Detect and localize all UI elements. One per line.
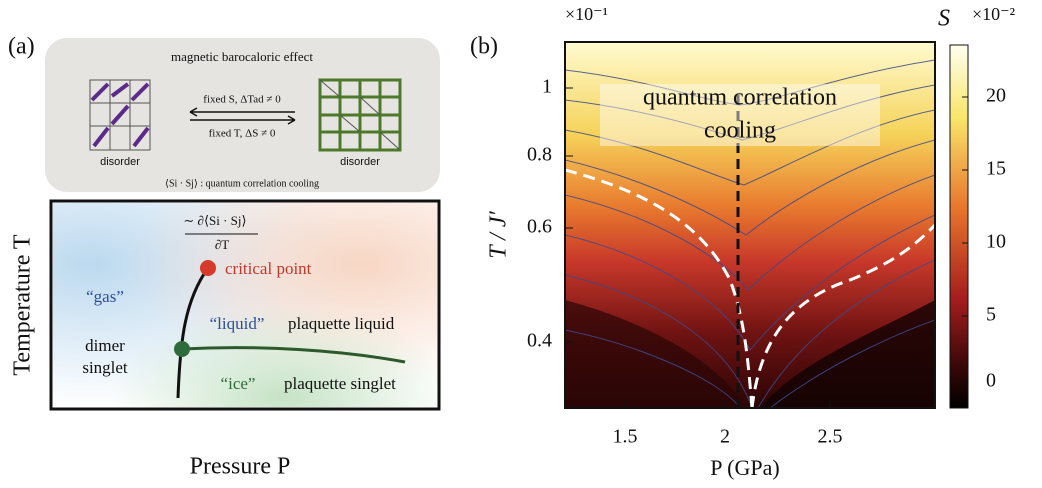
dimer-label: dimer	[85, 336, 125, 355]
colorbar-tick-label: 20	[986, 85, 1006, 107]
x-tick-label: 2.5	[818, 426, 843, 448]
gas-label: “gas”	[86, 287, 124, 306]
singlet-label: singlet	[82, 358, 128, 377]
triple-point-marker	[174, 341, 190, 357]
colorbar-tick-label: 0	[986, 370, 996, 392]
y-exponent: ×10⁻¹	[565, 4, 608, 24]
y-tick-label: 0.6	[527, 216, 552, 238]
x-axis-label: P (GPa)	[710, 455, 779, 480]
figure: (a) magnetic barocaloric effect disorder…	[0, 0, 1042, 488]
formula-top: ∼ ∂⟨Si · Sj⟩	[183, 213, 246, 228]
panel-label: (a)	[8, 34, 35, 60]
ice-label: “ice”	[221, 374, 256, 393]
arrow-top-label: fixed S, ΔTad ≠ 0	[203, 94, 281, 106]
y-axis-label: T / J′	[486, 211, 512, 259]
box-footer: ⟨Si · Sj⟩ : quantum correlation cooling	[165, 178, 319, 189]
colorbar-exponent: ×10⁻²	[972, 4, 1015, 24]
critical-point-marker	[200, 260, 216, 276]
x-tick-label: 1.5	[613, 426, 638, 448]
colorbar-tick-label: 15	[986, 158, 1006, 180]
y-axis-label: Temperature T	[10, 234, 36, 375]
y-tick-label: 0.8	[527, 144, 552, 166]
formula-bottom: ∂T	[215, 237, 229, 252]
x-tick-label: 2	[720, 426, 730, 448]
arrow-bottom-label: fixed T, ΔS ≠ 0	[209, 128, 276, 140]
liquid-label: “liquid”	[210, 314, 265, 333]
right-caption: disorder	[340, 156, 380, 168]
colorbar-title: S	[938, 6, 950, 32]
colorbar-tick-label: 10	[986, 231, 1006, 253]
plaquette-singlet-label: plaquette singlet	[284, 374, 396, 393]
annotation-line2: cooling	[704, 118, 776, 144]
critical-point-label: critical point	[225, 259, 312, 278]
colorbar-tick-label: 5	[986, 304, 996, 326]
annotation-line1: quantum correlation	[643, 85, 837, 111]
page: (a) magnetic barocaloric effect disorder…	[0, 0, 1042, 488]
x-axis-label: Pressure P	[190, 454, 291, 480]
y-tick-label: 0.4	[527, 330, 552, 352]
box-title: magnetic barocaloric effect	[171, 49, 313, 64]
colorbar	[950, 45, 968, 408]
y-tick-label: 1	[542, 76, 552, 98]
panel-label: (b)	[470, 34, 498, 60]
left-caption: disorder	[100, 156, 140, 168]
plaquette-liquid-label: plaquette liquid	[288, 314, 395, 333]
